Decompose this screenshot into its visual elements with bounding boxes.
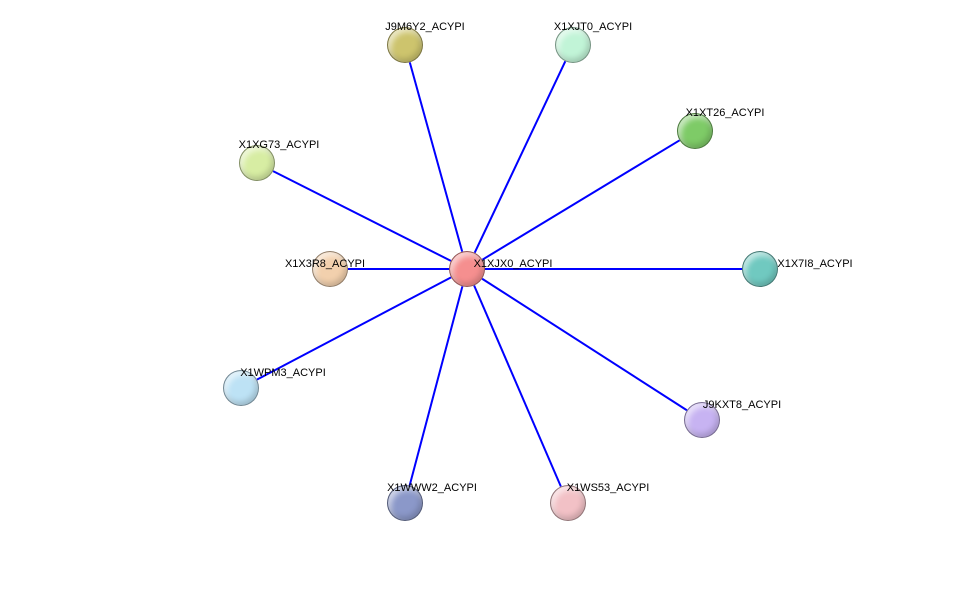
node-X1XT26_ACYPI[interactable]: [677, 113, 713, 149]
node-label: X1XJX0_ACYPI: [474, 258, 553, 270]
node-X1XJX0_ACYPI[interactable]: [449, 251, 485, 287]
node-X1WPM3_ACYPI[interactable]: [223, 370, 259, 406]
edge: [410, 62, 462, 251]
node-X1XJT0_ACYPI[interactable]: [555, 27, 591, 63]
edge: [482, 140, 679, 259]
node-J9KXT8_ACYPI[interactable]: [684, 402, 720, 438]
edges-layer: [0, 0, 976, 591]
node-X1XG73_ACYPI[interactable]: [239, 145, 275, 181]
node-label: X1X7I8_ACYPI: [777, 258, 852, 270]
edge: [410, 286, 463, 485]
network-graph: X1XJX0_ACYPIJ9M6Y2_ACYPIX1XJT0_ACYPIX1XT…: [0, 0, 976, 591]
node-X1WS53_ACYPI[interactable]: [550, 485, 586, 521]
edge: [257, 277, 451, 379]
node-X1X7I8_ACYPI[interactable]: [742, 251, 778, 287]
edge: [482, 279, 687, 411]
node-X1WWW2_ACYPI[interactable]: [387, 485, 423, 521]
edge: [273, 171, 451, 261]
node-J9M6Y2_ACYPI[interactable]: [387, 27, 423, 63]
edge: [474, 286, 561, 487]
edge: [475, 61, 566, 252]
node-X1X3R8_ACYPI[interactable]: [312, 251, 348, 287]
